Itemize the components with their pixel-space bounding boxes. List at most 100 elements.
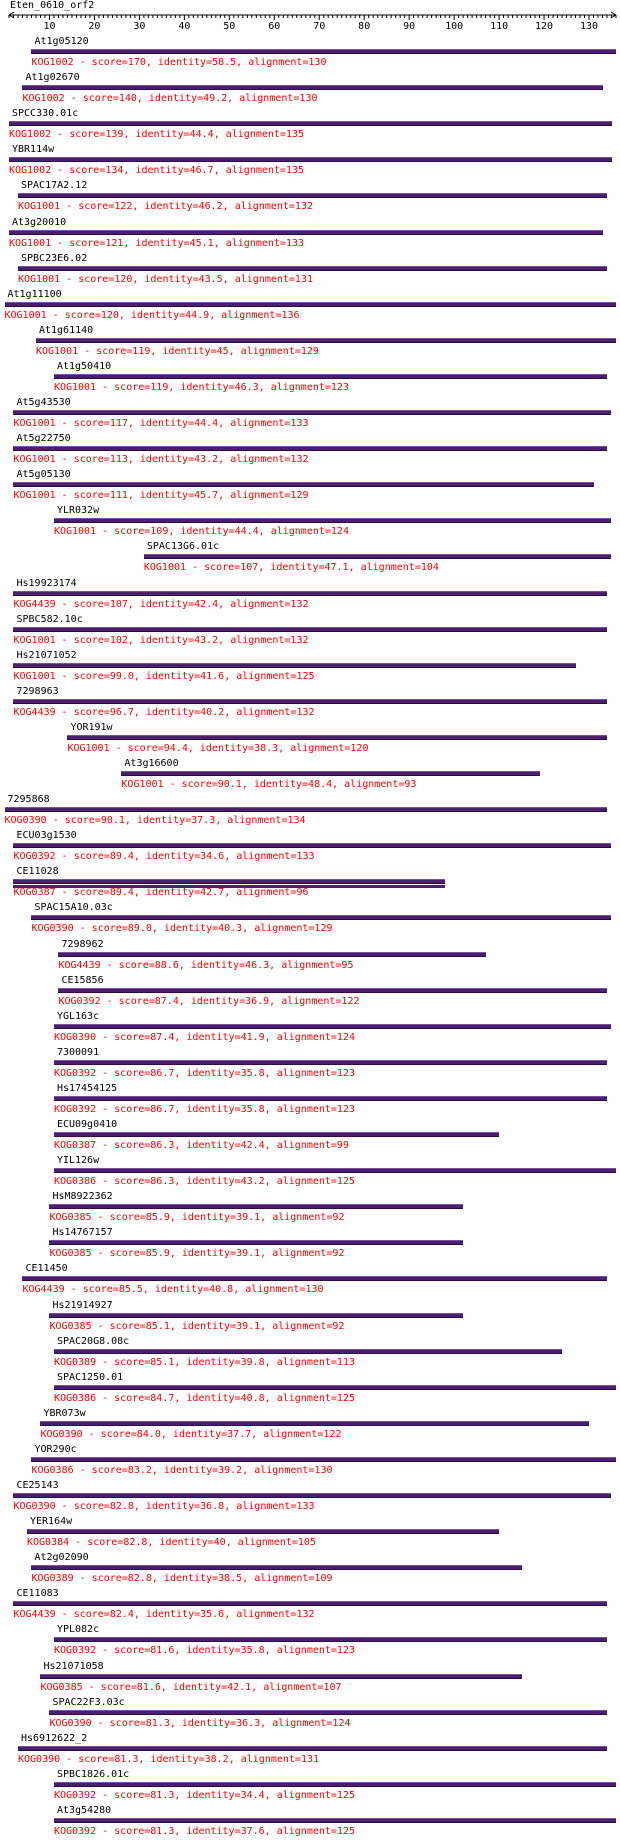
- hit-alignment-bar[interactable]: [53, 1168, 616, 1174]
- hit-alignment-bar[interactable]: [13, 698, 607, 704]
- hit-description[interactable]: KOG1001 - score=99.0, identity=41.6, ali…: [13, 670, 315, 682]
- hit-description[interactable]: KOG4439 - score=96.7, identity=40.2, ali…: [13, 706, 315, 718]
- hit-description[interactable]: KOG0386 - score=84.7, identity=40.8, ali…: [53, 1392, 355, 1404]
- hit-alignment-bar[interactable]: [53, 518, 612, 524]
- hit-name[interactable]: At5g22750: [16, 433, 71, 445]
- hit-alignment-bar[interactable]: [13, 626, 607, 632]
- hit-alignment-bar[interactable]: [9, 121, 612, 127]
- hit-name[interactable]: CE11450: [25, 1263, 68, 1275]
- hit-alignment-bar[interactable]: [58, 987, 607, 993]
- hit-alignment-bar[interactable]: [31, 915, 612, 921]
- hit-alignment-bar[interactable]: [22, 1276, 607, 1282]
- hit-description[interactable]: KOG1001 - score=102, identity=43.2, alig…: [13, 634, 309, 646]
- hit-description[interactable]: KOG0392 - score=89.4, identity=34.6, ali…: [13, 851, 315, 863]
- hit-name[interactable]: YBR114w: [12, 144, 55, 156]
- hit-name[interactable]: CE11083: [16, 1588, 59, 1600]
- hit-name[interactable]: SPBC1826.01c: [56, 1768, 130, 1780]
- hit-name[interactable]: YLR032w: [56, 505, 100, 517]
- hit-description[interactable]: KOG0390 - score=90.1, identity=37.3, ali…: [4, 815, 306, 827]
- hit-alignment-bar[interactable]: [49, 1204, 464, 1210]
- hit-description[interactable]: KOG0390 - score=84.0, identity=37.7, ali…: [40, 1428, 342, 1440]
- hit-name[interactable]: At3g20010: [12, 216, 67, 228]
- hit-name[interactable]: At1g61140: [38, 324, 94, 336]
- hit-description[interactable]: KOG1001 - score=119, identity=46.3, alig…: [53, 381, 349, 393]
- hit-description[interactable]: KOG0389 - score=85.1, identity=39.8, ali…: [53, 1356, 355, 1368]
- hit-alignment-bar[interactable]: [22, 85, 603, 91]
- hit-alignment-bar[interactable]: [53, 1384, 616, 1390]
- hit-alignment-bar[interactable]: [9, 229, 603, 235]
- hit-description[interactable]: KOG0392 - score=86.7, identity=35.8, ali…: [53, 1067, 355, 1079]
- hit-alignment-bar[interactable]: [9, 157, 612, 163]
- hit-alignment-bar[interactable]: [13, 1493, 612, 1498]
- hit-description[interactable]: KOG1001 - score=109, identity=44.4, alig…: [53, 526, 349, 538]
- hit-name[interactable]: SPAC22F3.03c: [52, 1696, 125, 1708]
- hit-alignment-bar[interactable]: [58, 951, 486, 957]
- hit-description[interactable]: KOG0384 - score=82.8, identity=40, align…: [26, 1537, 316, 1549]
- hit-description[interactable]: KOG4439 - score=85.5, identity=40.8, ali…: [22, 1284, 324, 1296]
- hit-description[interactable]: KOG0390 - score=82.8, identity=36.8, ali…: [13, 1501, 315, 1512]
- hit-name[interactable]: ECU03g1530: [16, 830, 77, 842]
- hit-description[interactable]: KOG1001 - score=94.4, identity=38.3, ali…: [67, 742, 369, 754]
- hit-name[interactable]: Hs21071058: [43, 1660, 104, 1672]
- hit-name[interactable]: YOR191w: [70, 721, 113, 733]
- hit-description[interactable]: KOG4439 - score=88.6, identity=46.3, ali…: [58, 959, 354, 971]
- hit-name[interactable]: Hs6912622_2: [20, 1732, 88, 1744]
- hit-description[interactable]: KOG0390 - score=81.3, identity=36.3, ali…: [49, 1717, 351, 1729]
- hit-description[interactable]: KOG0387 - score=86.3, identity=42.4, ali…: [53, 1140, 349, 1151]
- hit-alignment-bar[interactable]: [31, 49, 616, 54]
- hit-name[interactable]: SPAC17A2.12: [20, 180, 88, 192]
- hit-alignment-bar[interactable]: [4, 807, 607, 813]
- hit-description[interactable]: KOG1002 - score=140, identity=49.2, alig…: [22, 93, 318, 105]
- hit-alignment-bar[interactable]: [53, 1817, 616, 1823]
- hit-description[interactable]: KOG1001 - score=90.1, identity=48.4, ali…: [121, 779, 417, 790]
- hit-name[interactable]: HsM8922362: [52, 1191, 113, 1203]
- hit-name[interactable]: CE25143: [16, 1480, 59, 1491]
- hit-description[interactable]: KOG0386 - score=86.3, identity=43.2, ali…: [53, 1176, 355, 1188]
- hit-alignment-bar[interactable]: [17, 1745, 607, 1751]
- hit-name[interactable]: At5g43530: [16, 397, 71, 408]
- hit-name[interactable]: YER164w: [29, 1516, 73, 1528]
- hit-alignment-bar[interactable]: [49, 1709, 607, 1715]
- hit-description[interactable]: KOG0385 - score=85.9, identity=39.1, ali…: [49, 1248, 345, 1260]
- hit-description[interactable]: KOG0392 - score=81.3, identity=34.4, ali…: [53, 1789, 355, 1801]
- hit-name[interactable]: SPAC1250.01: [56, 1371, 124, 1383]
- hit-name[interactable]: At1g02670: [25, 72, 80, 84]
- hit-alignment-bar[interactable]: [53, 373, 607, 379]
- hit-description[interactable]: KOG1001 - score=120, identity=44.9, alig…: [4, 309, 300, 321]
- hit-name[interactable]: 7300091: [56, 1046, 100, 1058]
- hit-name[interactable]: YBR073w: [43, 1407, 86, 1419]
- hit-description[interactable]: KOG0389 - score=82.8, identity=38.5, ali…: [31, 1573, 333, 1585]
- hit-description[interactable]: KOG4439 - score=82.4, identity=35.6, ali…: [13, 1609, 315, 1621]
- hit-name[interactable]: Hs14767157: [52, 1227, 113, 1239]
- hit-alignment-bar[interactable]: [4, 301, 616, 307]
- hit-name[interactable]: Hs21914927: [52, 1299, 113, 1311]
- hit-name[interactable]: SPBC23E6.02: [20, 252, 88, 264]
- hit-alignment-bar[interactable]: [49, 1240, 464, 1246]
- hit-description[interactable]: KOG0385 - score=85.9, identity=39.1, ali…: [49, 1212, 345, 1224]
- hit-alignment-bar[interactable]: [26, 1529, 500, 1535]
- hit-name[interactable]: YGL163c: [56, 1010, 100, 1022]
- hit-description[interactable]: KOG0385 - score=85.1, identity=39.1, ali…: [49, 1320, 345, 1332]
- hit-description[interactable]: KOG1001 - score=121, identity=45.1, alig…: [9, 237, 305, 249]
- hit-alignment-bar[interactable]: [121, 771, 540, 776]
- hit-alignment-bar[interactable]: [40, 1420, 590, 1426]
- hit-description[interactable]: KOG0387 - score=89.4, identity=42.7, ali…: [13, 887, 309, 899]
- hit-description[interactable]: KOG1001 - score=122, identity=46.2, alig…: [17, 201, 313, 213]
- hit-alignment-bar[interactable]: [40, 1673, 522, 1679]
- hit-name[interactable]: SPAC13G6.01c: [146, 541, 220, 553]
- hit-name[interactable]: At3g16600: [124, 758, 179, 769]
- hit-name[interactable]: Hs21071052: [16, 649, 77, 661]
- hit-name[interactable]: SPAC15A10.03c: [34, 902, 113, 914]
- hit-alignment-bar[interactable]: [13, 879, 446, 885]
- hit-alignment-bar[interactable]: [53, 1781, 616, 1787]
- hit-name[interactable]: At1g11100: [7, 288, 62, 300]
- hit-alignment-bar[interactable]: [13, 1601, 607, 1607]
- hit-description[interactable]: KOG1001 - score=113, identity=43.2, alig…: [13, 454, 309, 466]
- hit-description[interactable]: KOG1002 - score=134, identity=46.7, alig…: [9, 165, 305, 177]
- hit-description[interactable]: KOG0392 - score=87.4, identity=36.9, ali…: [58, 995, 360, 1007]
- hit-description[interactable]: KOG1002 - score=139, identity=44.4, alig…: [9, 129, 305, 141]
- hit-description[interactable]: KOG0392 - score=81.6, identity=35.8, ali…: [53, 1645, 355, 1657]
- hit-name[interactable]: 7298962: [61, 938, 104, 950]
- hit-description[interactable]: KOG0390 - score=81.3, identity=38.2, ali…: [17, 1753, 320, 1765]
- hit-description[interactable]: KOG0392 - score=81.3, identity=37.6, ali…: [53, 1825, 355, 1837]
